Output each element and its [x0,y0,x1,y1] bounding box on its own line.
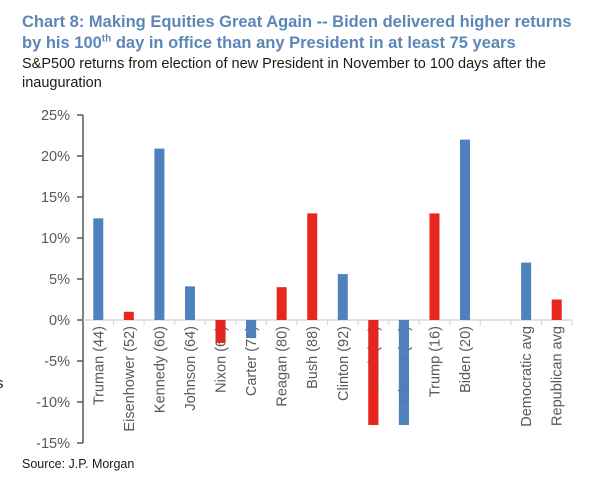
bar [93,218,104,320]
x-category-label: Biden (20) [458,326,474,393]
y-tick-label: -10% [36,395,70,411]
y-axis: 25% 20% 15% 10% 5% 0% -5% -10% -15% [36,108,84,452]
y-tick-label: 25% [41,108,70,124]
x-category-label: Carter (76) [244,326,260,396]
bar [154,148,165,320]
bar [551,299,562,320]
bar [276,287,287,320]
chart-title: Chart 8: Making Equities Great Again -- … [22,12,592,54]
x-category-label: Clinton (92) [336,326,352,401]
x-category-label: Democratic avg [519,326,535,427]
bar [460,139,471,320]
bar [184,286,195,320]
bar [123,311,134,320]
zero-baseline [83,319,573,325]
bar-overlay [398,320,409,425]
title-text-2: day in office than any President in at l… [111,34,516,52]
bar [337,274,348,320]
bar-overlay [368,320,379,425]
title-text-1: Chart 8: Making Equities Great Again -- … [22,13,572,52]
y-tick-label: 5% [49,272,70,288]
x-category-label: Truman (44) [91,326,107,405]
y-tick-label: -15% [36,436,70,452]
title-superscript: th [101,33,112,45]
y-tick-label: -5% [44,354,70,370]
bar-overlay [246,320,257,339]
x-axis-labels: Truman (44) Eisenhower (52) Kennedy (60) Jo… [91,320,566,432]
x-category-label: Trump (16) [427,326,443,397]
y-tick-label: 15% [41,190,70,206]
x-category-label: Bush (88) [305,326,321,389]
x-category-label: Republican avg [550,326,566,426]
y-tick-label: 20% [41,149,70,165]
y-tick-label: 10% [41,231,70,247]
bar-overlay [215,320,226,343]
bar [429,213,440,320]
x-category-label: Reagan (80) [275,326,291,407]
bar [521,262,532,320]
cropped-text-fragment: s [0,375,4,392]
x-category-label: Kennedy (60) [152,326,168,413]
source-note: Source: J.P. Morgan [22,457,135,471]
chart-subtitle: S&P500 returns from election of new Pres… [22,56,546,91]
x-category-label: Johnson (64) [183,326,199,411]
bar [307,213,318,320]
x-category-label: Eisenhower (52) [122,326,138,432]
y-tick-label: 0% [49,313,70,329]
